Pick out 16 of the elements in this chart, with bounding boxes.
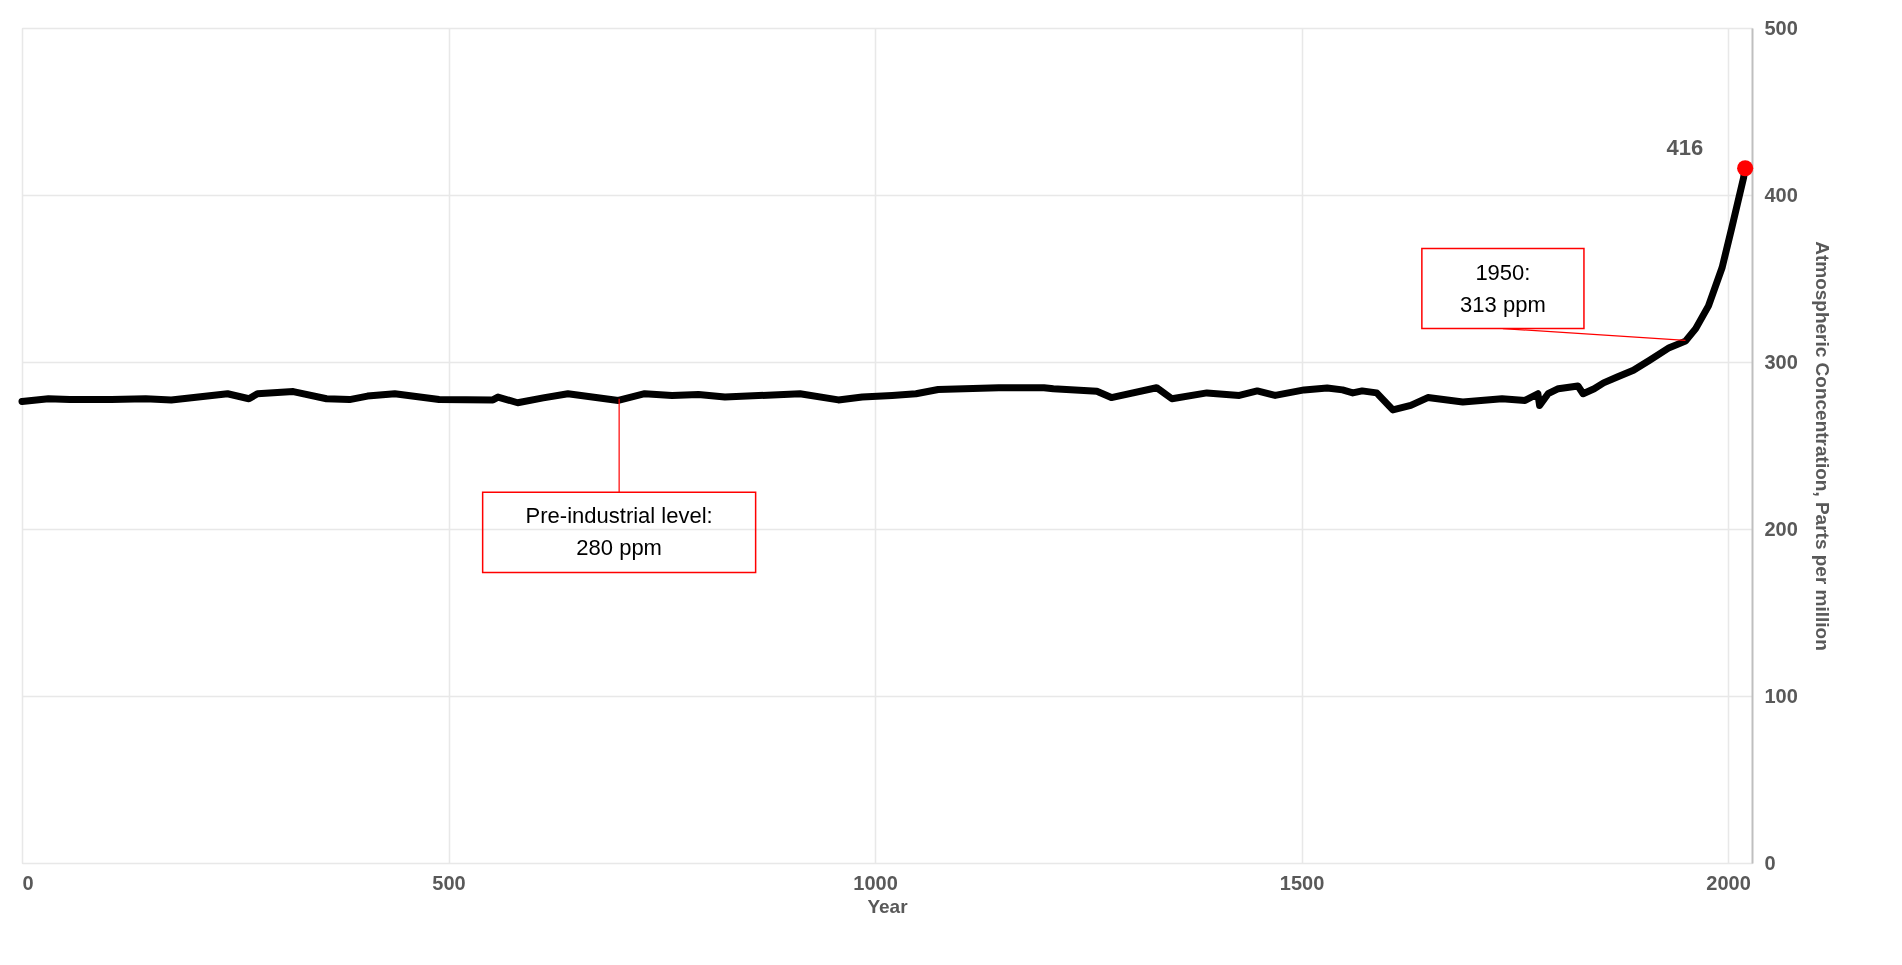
x-axis-title: Year xyxy=(867,895,909,917)
y-tick-label: 400 xyxy=(1764,183,1798,206)
y-tick-label: 200 xyxy=(1764,517,1798,540)
x-tick-label: 500 xyxy=(432,871,466,894)
x-tick-label: 0 xyxy=(22,871,34,894)
y-tick-label: 100 xyxy=(1764,684,1798,707)
x-tick-label: 2000 xyxy=(1706,871,1751,894)
data-label: 416 xyxy=(1666,135,1704,161)
y-tick-label: 500 xyxy=(1764,16,1798,39)
x-tick-label: 1000 xyxy=(853,871,898,894)
annotation: 1950: 313 ppm xyxy=(1460,259,1546,317)
annotation: Pre-industrial level: 280 ppm xyxy=(525,503,713,561)
y-axis-title: Atmospheric Concentration, Parts per million xyxy=(1811,241,1833,651)
y-tick-label: 300 xyxy=(1764,350,1798,373)
x-tick-label: 1500 xyxy=(1279,871,1325,894)
y-tick-label: 0 xyxy=(1764,851,1776,874)
